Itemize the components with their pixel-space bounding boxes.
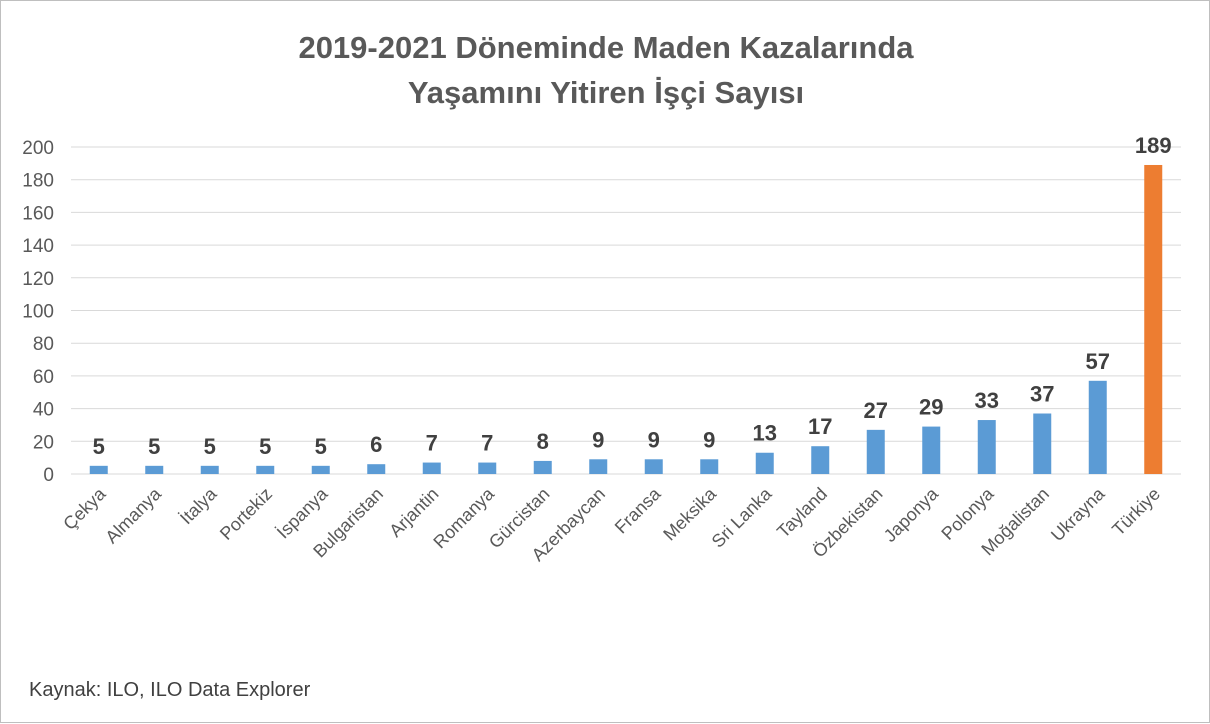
data-label: 7 xyxy=(481,431,493,456)
data-label: 9 xyxy=(648,427,660,452)
bar xyxy=(866,429,885,474)
data-labels: 5 5 5 5 5 6 7 7 8 9 9 9 13 17 27 29 33 37 57 189 xyxy=(93,133,1172,459)
y-axis-tick-labels: 0 20 40 60 80 100 120 140 160 180 200 xyxy=(22,138,54,486)
bar xyxy=(700,459,719,474)
y-tick-label: 140 xyxy=(22,236,54,257)
bar xyxy=(478,462,497,474)
y-tick-label: 120 xyxy=(22,269,54,290)
bar xyxy=(200,465,219,474)
y-tick-label: 20 xyxy=(33,432,54,453)
category-label: Türkiye xyxy=(1108,484,1164,540)
bar xyxy=(256,465,275,474)
bars xyxy=(89,164,1163,475)
y-tick-label: 200 xyxy=(22,138,54,159)
data-label: 33 xyxy=(975,388,999,413)
bar xyxy=(145,465,164,474)
category-label: Almanya xyxy=(101,483,165,547)
data-label: 27 xyxy=(864,398,888,423)
data-label: 29 xyxy=(919,395,943,420)
bar xyxy=(811,446,830,474)
data-label: 5 xyxy=(93,434,105,459)
bar xyxy=(977,420,996,474)
source-note: Kaynak: ILO, ILO Data Explorer xyxy=(29,679,311,701)
data-label: 9 xyxy=(703,427,715,452)
bar xyxy=(367,464,386,474)
data-label: 5 xyxy=(315,434,327,459)
chart-title-line-2: Yaşamını Yitiren İşçi Sayısı xyxy=(408,75,804,110)
data-label: 17 xyxy=(808,414,832,439)
bar xyxy=(1033,413,1052,474)
data-label: 5 xyxy=(259,434,271,459)
category-label: Japonya xyxy=(880,483,943,546)
data-label: 5 xyxy=(148,434,160,459)
data-label: 7 xyxy=(426,431,438,456)
y-tick-label: 80 xyxy=(33,334,54,355)
data-label: 37 xyxy=(1030,382,1054,407)
y-tick-label: 180 xyxy=(22,171,54,192)
category-label: Portekiz xyxy=(216,484,276,544)
category-label: Fransa xyxy=(611,483,665,537)
bar xyxy=(311,465,330,474)
bar xyxy=(1088,380,1107,474)
data-label: 5 xyxy=(204,434,216,459)
gridlines xyxy=(71,146,1181,475)
y-tick-label: 160 xyxy=(22,203,54,224)
data-label: 8 xyxy=(537,429,549,454)
category-label: Çekya xyxy=(59,483,110,534)
data-label: 9 xyxy=(592,427,604,452)
category-label: Ukrayna xyxy=(1047,483,1109,545)
bar xyxy=(922,426,941,474)
data-label: 189 xyxy=(1135,133,1172,158)
y-tick-label: 40 xyxy=(33,400,54,421)
data-label: 57 xyxy=(1086,349,1110,374)
bar xyxy=(589,459,608,474)
y-tick-label: 60 xyxy=(33,367,54,388)
category-label: İtalya xyxy=(176,483,221,528)
bar xyxy=(89,465,108,474)
bar xyxy=(644,459,663,474)
bar xyxy=(422,462,441,474)
y-tick-label: 100 xyxy=(22,302,54,323)
bar xyxy=(755,452,774,474)
data-label: 6 xyxy=(370,432,382,457)
bar xyxy=(533,460,552,474)
y-tick-label: 0 xyxy=(43,465,54,486)
data-label: 13 xyxy=(753,421,777,446)
chart-title-line-1: 2019-2021 Döneminde Maden Kazalarında xyxy=(298,30,914,65)
bar xyxy=(1144,164,1163,475)
category-label: Sri Lanka xyxy=(708,483,777,552)
